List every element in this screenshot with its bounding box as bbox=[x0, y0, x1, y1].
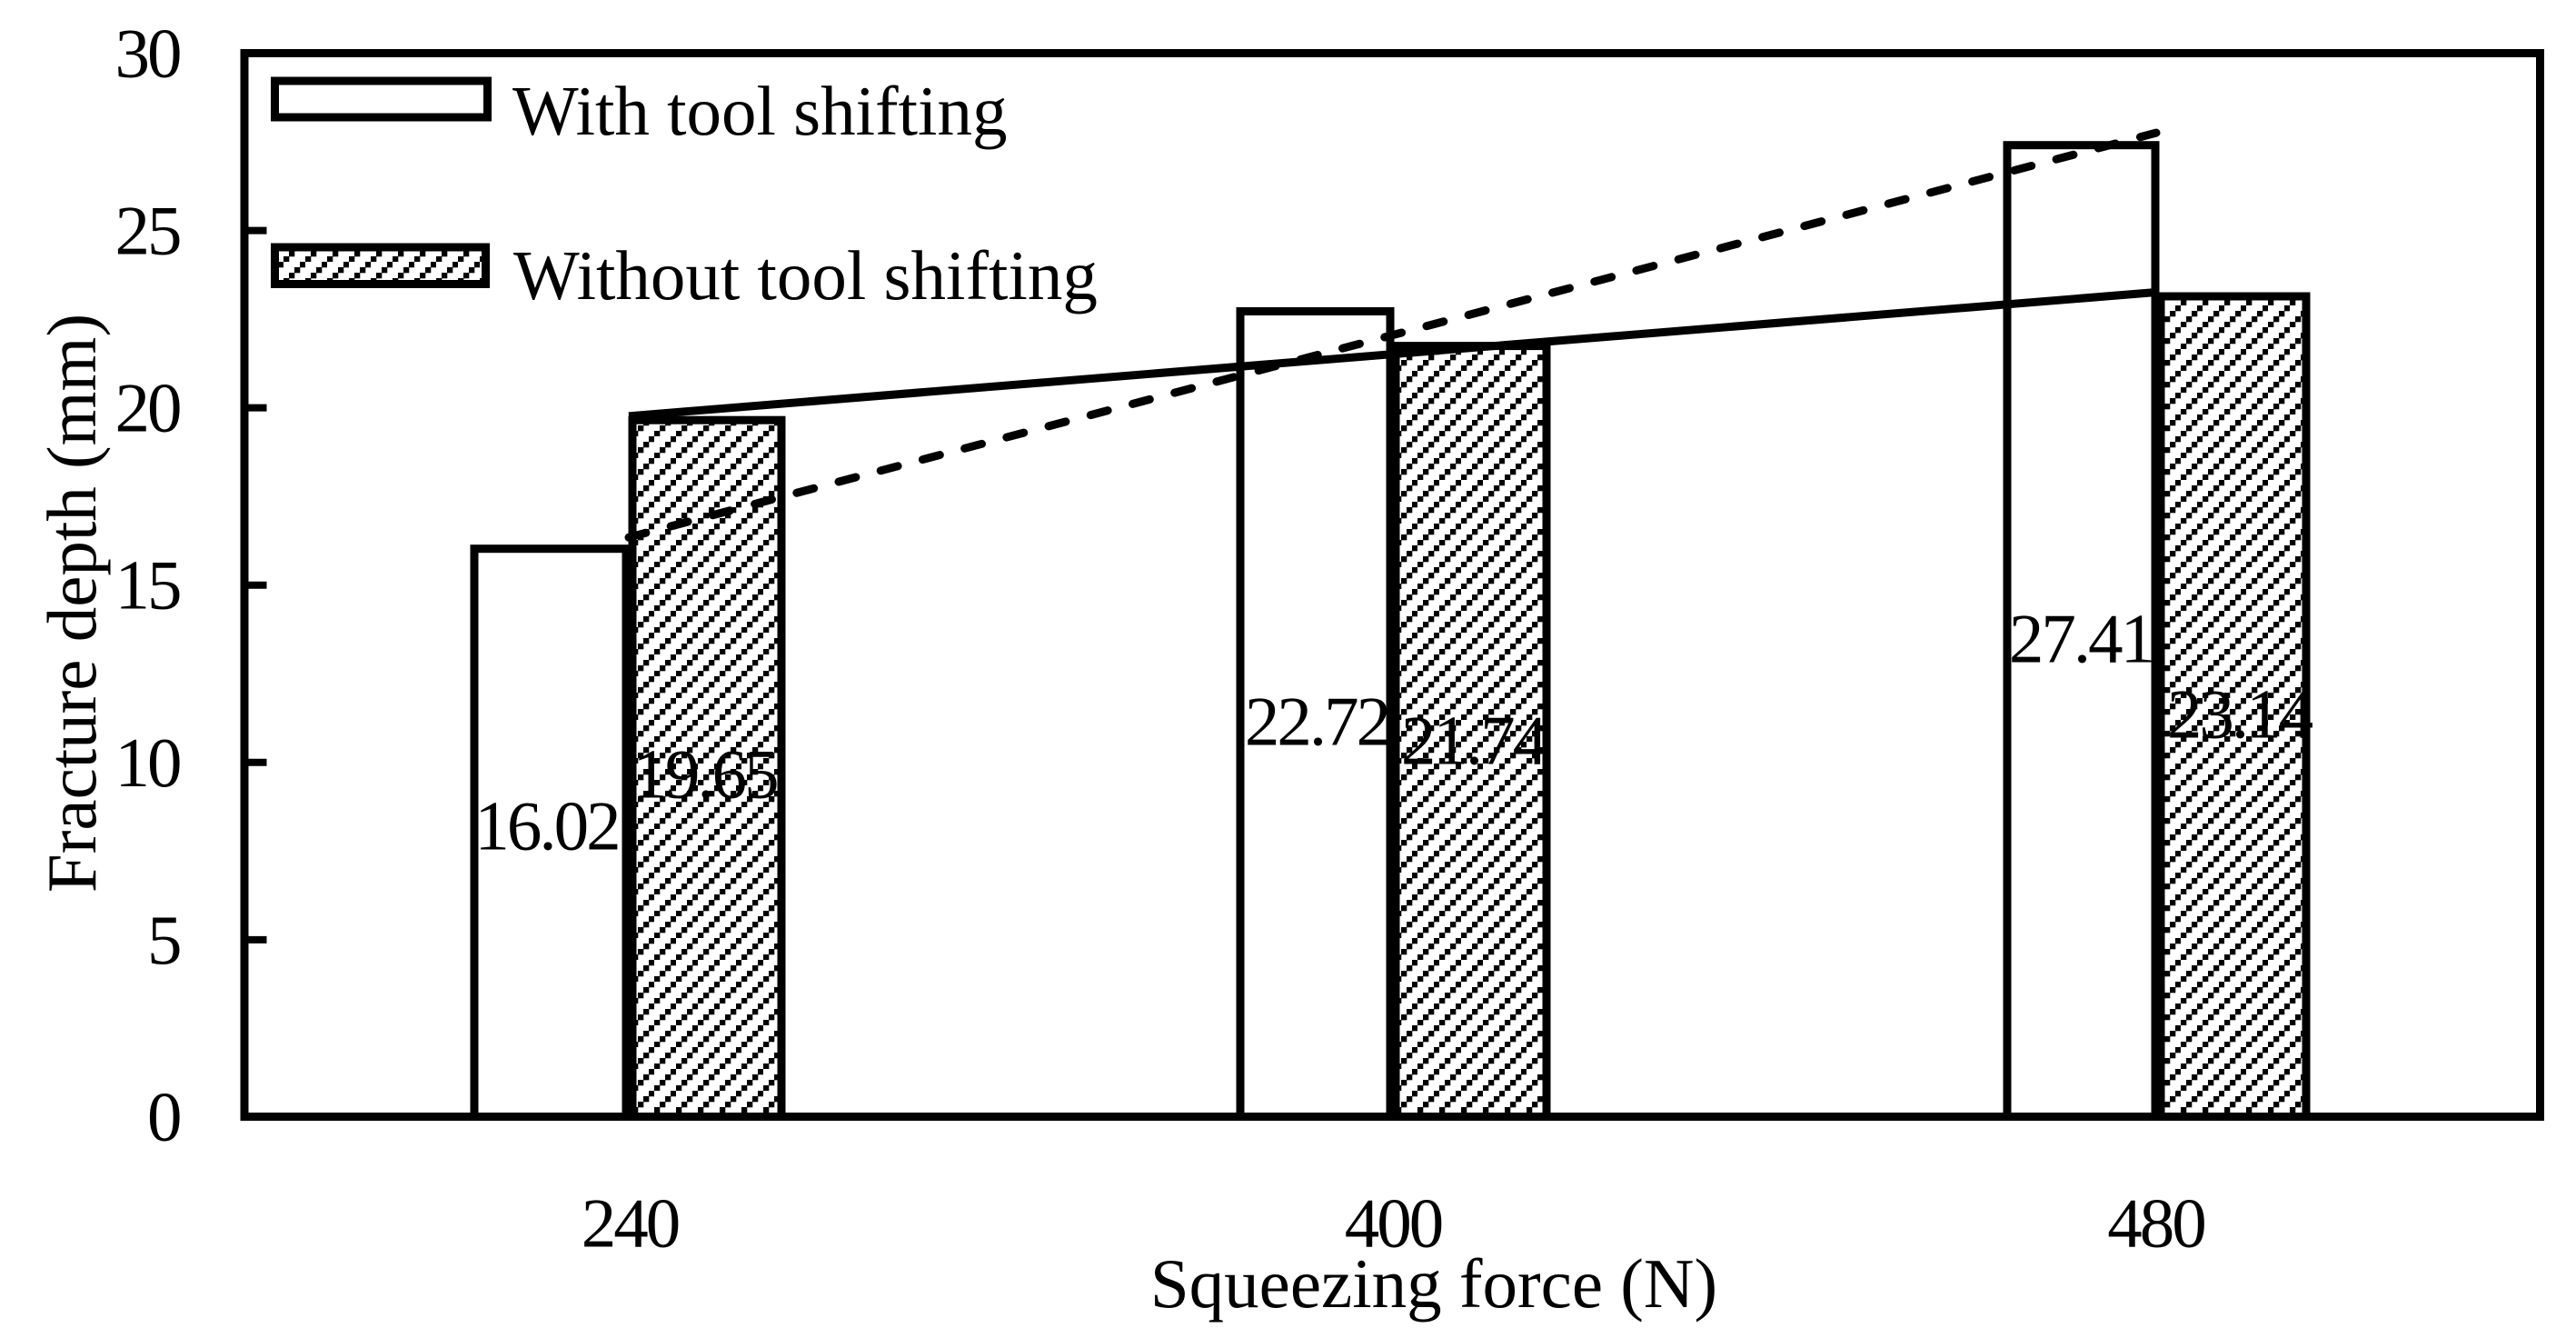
svg-text:30: 30 bbox=[115, 15, 181, 93]
svg-text:25: 25 bbox=[115, 192, 181, 270]
svg-text:15: 15 bbox=[115, 546, 181, 624]
svg-text:19.65: 19.65 bbox=[632, 735, 777, 814]
svg-text:23.14: 23.14 bbox=[2167, 675, 2313, 754]
svg-text:Squeezing force (N): Squeezing force (N) bbox=[1150, 1244, 1717, 1323]
svg-text:Fracture depth (mm): Fracture depth (mm) bbox=[33, 314, 111, 893]
svg-text:21.74: 21.74 bbox=[1401, 702, 1547, 780]
svg-text:0: 0 bbox=[147, 1078, 180, 1156]
svg-text:Without tool shifting: Without tool shifting bbox=[513, 236, 1098, 315]
svg-text:16.02: 16.02 bbox=[474, 786, 618, 864]
svg-text:With tool shifting: With tool shifting bbox=[512, 72, 1007, 150]
svg-text:20: 20 bbox=[115, 369, 181, 447]
svg-text:480: 480 bbox=[2107, 1184, 2204, 1263]
svg-text:240: 240 bbox=[582, 1184, 679, 1263]
svg-text:5: 5 bbox=[147, 901, 180, 979]
svg-text:27.41: 27.41 bbox=[2009, 600, 2153, 678]
svg-text:400: 400 bbox=[1345, 1184, 1442, 1263]
svg-text:22.72: 22.72 bbox=[1245, 683, 1388, 761]
svg-text:10: 10 bbox=[115, 724, 181, 802]
